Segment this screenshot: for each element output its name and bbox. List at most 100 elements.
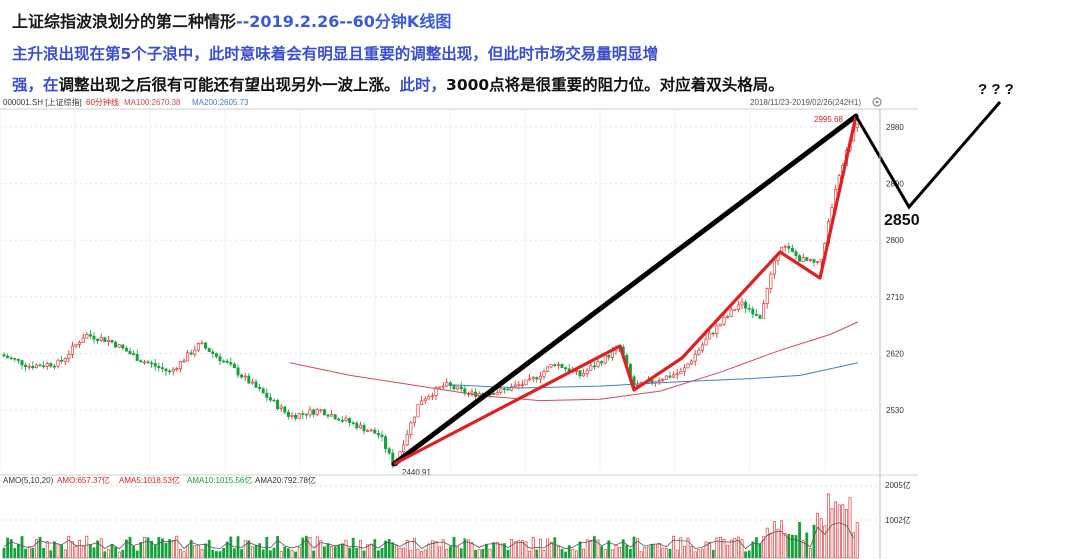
candle — [153, 363, 157, 367]
candle — [747, 308, 751, 310]
volume-bar — [157, 537, 161, 559]
volume-bar — [787, 534, 791, 559]
volume-bar — [233, 548, 236, 559]
volume-bar — [636, 538, 640, 559]
volume-bar — [650, 543, 654, 559]
volume-bar — [657, 543, 661, 559]
candle — [704, 338, 708, 346]
volume-bar — [121, 549, 125, 559]
candle — [229, 362, 233, 365]
candle — [452, 385, 456, 390]
volume-panel: AMO(5,10,20) AMO:657.37亿 AMA5:1018.53亿 A… — [0, 474, 918, 559]
candle — [808, 259, 812, 261]
candle — [700, 344, 704, 351]
ma200-label: MA200:2605.73 — [192, 98, 249, 107]
candle — [218, 356, 222, 362]
candle — [9, 357, 13, 360]
info-bar: 000001.SH [上证综指] 60分钟线 MA100:2670.38 MA2… — [0, 97, 918, 110]
volume-bar — [128, 536, 132, 559]
volume-bar — [848, 497, 852, 559]
volume-bar — [89, 544, 92, 559]
candle — [600, 361, 604, 364]
candle — [258, 387, 262, 390]
ama5-value: AMA5:1018.53亿 — [119, 475, 180, 485]
volume-bar — [798, 522, 802, 559]
candle — [517, 384, 521, 387]
volume-bar — [117, 551, 121, 559]
volume-bar — [322, 546, 326, 559]
candle — [60, 359, 64, 362]
volume-bar — [384, 540, 388, 559]
candle — [247, 375, 251, 384]
volume-bar — [686, 537, 690, 559]
candle — [801, 257, 805, 262]
candle — [222, 360, 226, 363]
ma100-line — [289, 321, 859, 402]
candle — [164, 368, 168, 372]
candle — [542, 371, 546, 377]
volume-bar — [654, 543, 658, 559]
candle — [88, 334, 92, 337]
volume-bar — [161, 538, 164, 559]
volume-bar — [283, 546, 287, 559]
candle — [358, 424, 362, 429]
candle — [805, 257, 809, 261]
volume-bar — [733, 537, 737, 559]
amo-value: AMO:657.37亿 — [57, 475, 110, 485]
volume-bar — [567, 545, 571, 559]
volume-bar — [430, 540, 434, 559]
candle — [765, 288, 769, 304]
candle — [772, 260, 776, 275]
candle — [193, 349, 197, 355]
volume-bar — [211, 550, 215, 559]
volume-bar — [502, 543, 506, 559]
volume-bar — [13, 547, 17, 559]
volume-bar — [150, 540, 154, 559]
double-top-projection — [854, 101, 1002, 210]
question-marks: ? ? ? — [978, 81, 1014, 98]
volume-bar — [438, 546, 442, 559]
candle — [243, 375, 247, 378]
volume-bar — [553, 537, 557, 559]
volume-bar — [603, 549, 607, 559]
volume-bar — [423, 549, 427, 559]
volume-bar — [621, 539, 625, 559]
volume-bar — [373, 539, 377, 559]
candle — [711, 332, 715, 335]
volume-bar — [715, 537, 719, 559]
candle — [754, 313, 758, 316]
candle — [369, 429, 373, 432]
volume-bar — [463, 538, 467, 559]
volume-bar — [175, 535, 179, 559]
candle — [175, 368, 179, 370]
volume-bar — [301, 537, 305, 559]
candle — [297, 413, 301, 419]
gear-icon[interactable] — [872, 97, 882, 107]
volume-bar — [448, 546, 452, 559]
candle — [416, 404, 420, 418]
volume-bar — [812, 524, 816, 559]
candle — [409, 422, 413, 435]
volume-bar — [125, 539, 128, 559]
candle — [74, 344, 78, 347]
volume-bar — [729, 539, 733, 559]
volume-bar — [682, 546, 686, 559]
volume-bar — [189, 539, 193, 559]
volume-bar — [855, 522, 859, 559]
volume-bar — [135, 550, 139, 559]
candle — [384, 436, 388, 450]
candle — [160, 367, 164, 370]
volume-bar — [99, 538, 103, 559]
volume-bar — [355, 548, 359, 559]
volume-bar — [542, 550, 546, 559]
ma200-line — [449, 362, 859, 389]
candle — [355, 422, 359, 429]
candle — [794, 251, 798, 256]
volume-bar — [218, 551, 222, 559]
candle — [672, 374, 676, 378]
candle — [441, 385, 445, 388]
volume-bar — [632, 536, 636, 559]
volume-bar — [247, 540, 251, 559]
candle — [560, 363, 564, 368]
volume-bar — [348, 547, 352, 559]
